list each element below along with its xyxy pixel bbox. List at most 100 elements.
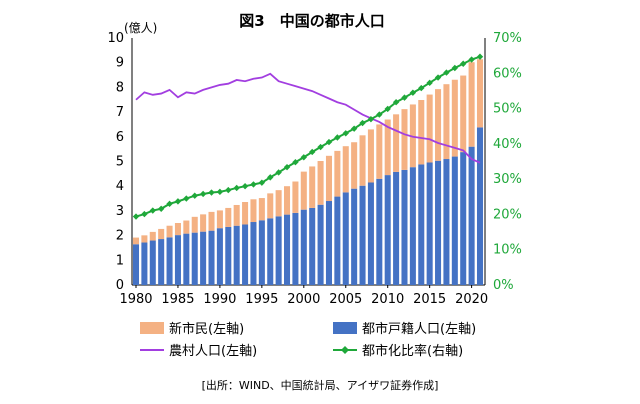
- urbanization-rate-marker: [451, 64, 459, 72]
- urbanization-rate-marker: [258, 179, 266, 186]
- bar-new-citizens: [317, 161, 324, 205]
- urbanization-rate-marker: [418, 84, 425, 92]
- legend-label: 都市戸籍人口(左軸): [362, 321, 476, 337]
- bar-new-citizens: [174, 223, 181, 236]
- bar-urban-registered: [225, 226, 232, 285]
- urbanization-rate-marker: [434, 74, 442, 81]
- urbanization-rate-marker: [283, 163, 291, 171]
- urbanization-rate-marker: [208, 189, 215, 196]
- legend: 新市民(左軸) 都市戸籍人口(左軸) 農村人口(左軸) 都市化比率(右軸): [140, 321, 476, 359]
- x-tick-label: 1990: [203, 292, 236, 307]
- left-tick-label: 5: [116, 155, 124, 170]
- left-tick-label: 0: [116, 278, 124, 293]
- legend-swatch: [140, 322, 164, 334]
- line-rural-population: [135, 72, 481, 164]
- bar-urban-registered: [267, 218, 274, 285]
- bar-new-citizens: [208, 211, 215, 231]
- chart-title: 図3 中国の都市人口: [239, 12, 384, 30]
- urbanization-rate-marker: [409, 89, 417, 96]
- bar-new-citizens: [233, 204, 240, 226]
- bar-urban-registered: [284, 214, 291, 285]
- bar-new-citizens: [149, 231, 156, 241]
- bar-urban-registered: [258, 220, 265, 285]
- bar-new-citizens: [451, 79, 458, 157]
- legend-label: 新市民(左軸): [169, 321, 244, 337]
- bar-new-citizens: [401, 109, 408, 170]
- bar-urban-registered: [309, 207, 316, 285]
- bar-urban-registered: [334, 196, 341, 285]
- bar-urban-registered: [149, 240, 156, 285]
- urbanization-rate-marker: [325, 138, 333, 146]
- bar-new-citizens: [292, 181, 299, 213]
- urbanization-rate-marker: [241, 183, 249, 190]
- right-tick-label: 50%: [493, 102, 522, 117]
- urbanization-rate-marker: [308, 148, 316, 156]
- urbanization-rate-marker: [191, 192, 198, 199]
- left-tick-label: 2: [116, 229, 124, 244]
- bar-new-citizens: [309, 166, 316, 208]
- urbanization-rate-marker: [275, 169, 282, 176]
- urbanization-rate-marker: [233, 184, 240, 192]
- bar-new-citizens: [267, 193, 274, 219]
- left-tick-label: 10: [107, 31, 124, 46]
- bar-urban-registered: [435, 160, 442, 285]
- bar-new-citizens: [132, 237, 140, 245]
- urbanization-rate-marker: [141, 210, 148, 218]
- bar-new-citizens: [393, 114, 400, 172]
- bar-new-citizens: [141, 235, 148, 243]
- bar-urban-registered: [166, 237, 173, 285]
- x-tick-label: 2000: [287, 292, 320, 307]
- left-tick-label: 3: [116, 204, 124, 219]
- bar-new-citizens: [275, 190, 282, 217]
- left-tick-label: 8: [116, 80, 124, 95]
- urbanization-rate-marker: [350, 125, 358, 132]
- right-tick-label: 70%: [493, 31, 522, 46]
- bar-new-citizens: [334, 150, 341, 197]
- urbanization-rate-marker: [166, 200, 173, 208]
- urbanization-rate-marker: [225, 186, 232, 194]
- urbanization-rate-marker: [149, 207, 156, 214]
- bar-new-citizens: [200, 214, 207, 232]
- urbanization-rate-marker: [292, 159, 299, 166]
- urbanization-rate-marker: [359, 119, 366, 127]
- bar-new-citizens: [216, 210, 223, 229]
- bar-urban-registered: [376, 178, 383, 285]
- right-tick-label: 10%: [493, 243, 522, 258]
- x-tick-label: 2015: [413, 292, 446, 307]
- urbanization-rate-marker: [384, 105, 391, 113]
- bar-new-citizens: [225, 207, 232, 227]
- bar-urban-registered: [359, 185, 366, 285]
- urbanization-rate-marker: [460, 60, 467, 67]
- bar-urban-registered: [367, 182, 374, 285]
- bar-urban-registered: [242, 224, 249, 285]
- left-tick-label: 4: [116, 179, 124, 194]
- bar-urban-registered: [233, 225, 240, 285]
- bar-new-citizens: [384, 119, 391, 176]
- right-tick-label: 60%: [493, 66, 522, 81]
- bar-urban-registered: [351, 188, 358, 285]
- bar-urban-registered: [250, 222, 257, 285]
- urbanization-rate-marker: [342, 130, 349, 137]
- bar-new-citizens: [443, 84, 450, 160]
- urbanization-rate-marker: [199, 190, 207, 198]
- bar-urban-registered: [468, 146, 475, 285]
- bar-urban-registered: [300, 209, 307, 285]
- urbanization-rate-marker: [426, 79, 433, 87]
- bar-urban-registered: [158, 239, 165, 285]
- urbanization-rate-marker: [300, 154, 308, 161]
- bar-new-citizens: [476, 59, 484, 128]
- urbanization-rate-marker: [132, 213, 140, 220]
- urbanization-rate-marker: [443, 69, 450, 76]
- x-tick-label: 1980: [119, 292, 152, 307]
- bar-urban-registered: [275, 216, 282, 285]
- legend-swatch: [333, 322, 357, 334]
- bar-new-citizens: [258, 198, 265, 221]
- urbanization-rate-marker: [267, 174, 274, 181]
- x-tick-label: 2010: [371, 292, 404, 307]
- bars-group: [132, 59, 484, 285]
- legend-swatch-marker: [341, 346, 349, 354]
- urbanization-rate-marker: [334, 134, 341, 141]
- bar-urban-registered: [443, 159, 450, 285]
- bar-urban-registered: [409, 167, 416, 285]
